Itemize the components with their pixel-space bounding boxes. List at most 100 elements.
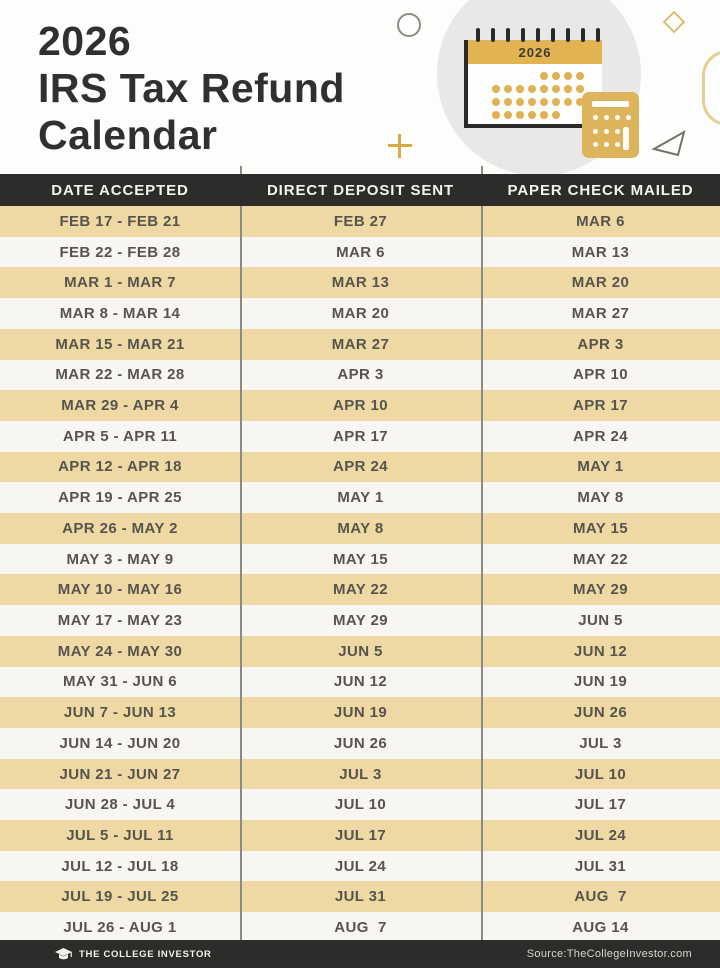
- table-cell: APR 10: [573, 366, 628, 384]
- calendar-day-dot: [540, 71, 548, 80]
- table-row: MAY 24 - MAY 30 JUN 5 JUN 12: [0, 635, 720, 667]
- calendar-pin: [596, 28, 600, 42]
- table-row: MAY 17 - MAY 23 MAY 29 JUN 5: [0, 605, 720, 636]
- table-row: JUN 14 - JUN 20 JUN 26 JUL 3: [0, 727, 720, 759]
- table-cell: MAY 29: [573, 581, 628, 599]
- table-cell: MAY 29: [333, 611, 388, 629]
- graduation-cap-icon: [55, 947, 72, 959]
- table-cell: MAR 6: [336, 243, 385, 261]
- calendar-dot-row: [468, 108, 602, 121]
- table-cell: MAR 13: [571, 243, 630, 261]
- calculator-key-dot: [615, 142, 620, 147]
- table-cell: AUG 7: [574, 888, 627, 906]
- table-row: JUL 19 - JUL 25 JUL 31 AUG 7: [0, 881, 720, 913]
- table-cell: JUL 26 - AUG 1: [63, 919, 177, 937]
- table-row: APR 12 - APR 18 APR 24 MAY 1: [0, 451, 720, 483]
- table-cell: MAY 15: [573, 519, 628, 537]
- table-cell: MAR 1 - MAR 7: [64, 274, 176, 292]
- calendar-pin: [581, 28, 585, 42]
- calculator-key-dot: [593, 142, 598, 147]
- table-cell: JUL 12 - JUL 18: [61, 857, 179, 875]
- table-cell: MAR 27: [571, 304, 630, 322]
- table-row: MAY 10 - MAY 16 MAY 22 MAY 29: [0, 574, 720, 606]
- column-divider: [240, 166, 242, 942]
- table-row: MAY 31 - JUN 6 JUN 12 JUN 19: [0, 666, 720, 698]
- table-row: JUN 7 - JUN 13 JUN 19 JUN 26: [0, 697, 720, 728]
- table-cell: MAR 22 - MAR 28: [55, 366, 185, 384]
- calculator-key-dot: [604, 115, 609, 120]
- calendar-day-dot: [552, 71, 560, 80]
- calendar-day-dot: [516, 110, 524, 119]
- table-row: JUL 26 - AUG 1 AUG 7 AUG 14: [0, 912, 720, 943]
- calendar-day-dot: [576, 97, 584, 106]
- table-cell: JUN 19: [333, 704, 388, 722]
- table-cell: JUL 17: [574, 796, 627, 814]
- calendar-year-label: 2026: [468, 40, 602, 64]
- table-cell: JUN 12: [333, 673, 388, 691]
- table-cell: JUN 5: [338, 642, 383, 660]
- table-cell: MAR 8 - MAR 14: [59, 304, 181, 322]
- plus-icon: [388, 134, 412, 158]
- table-cell: JUL 5 - JUL 11: [66, 826, 174, 844]
- table-cell: JUL 19 - JUL 25: [61, 888, 179, 906]
- table-cell: APR 3: [577, 335, 624, 353]
- table-row: MAR 1 - MAR 7 MAR 13 MAR 20: [0, 267, 720, 299]
- table-cell: JUL 10: [574, 765, 627, 783]
- calendar-pin: [521, 28, 525, 42]
- calendar-day-dot: [528, 84, 536, 93]
- calendar-day-dot: [492, 84, 500, 93]
- table-row: FEB 22 - FEB 28 MAR 6 MAR 13: [0, 236, 720, 268]
- table-cell: JUN 19: [573, 673, 628, 691]
- table-cell: JUL 31: [334, 888, 387, 906]
- table-cell: MAY 31 - JUN 6: [63, 673, 177, 691]
- table-cell: MAY 1: [337, 489, 384, 507]
- column-header-direct-deposit: DIRECT DEPOSIT SENT: [266, 181, 455, 199]
- calculator-key-dot: [604, 129, 609, 134]
- table-row: FEB 17 - FEB 21 FEB 27 MAR 6: [0, 206, 720, 237]
- calendar-day-dot: [576, 71, 584, 80]
- page-title: 2026 IRS Tax Refund Calendar: [38, 18, 345, 159]
- calendar-day-dot: [552, 97, 560, 106]
- table-cell: APR 17: [573, 397, 628, 415]
- table-row: MAR 15 - MAR 21 MAR 27 APR 3: [0, 328, 720, 360]
- column-header-paper-check: PAPER CHECK MAILED: [507, 181, 694, 199]
- calendar-day-dot: [528, 110, 536, 119]
- table-cell: JUL 24: [574, 826, 627, 844]
- table-cell: MAY 24 - MAY 30: [57, 642, 183, 660]
- calendar-day-dot: [516, 97, 524, 106]
- table-cell: JUN 21 - JUN 27: [59, 765, 181, 783]
- table-cell: APR 24: [573, 427, 628, 445]
- table-cell: FEB 27: [333, 212, 388, 230]
- column-header-date-accepted: DATE ACCEPTED: [51, 181, 189, 199]
- calculator-icon: [582, 92, 639, 158]
- source-credit: Source:TheCollegeInvestor.com: [526, 948, 692, 960]
- calculator-key-dot: [615, 129, 620, 134]
- table-cell: APR 12 - APR 18: [58, 458, 182, 476]
- calendar-dot-row: [468, 95, 602, 108]
- table-cell: MAR 29 - APR 4: [61, 397, 179, 415]
- table-cell: APR 3: [337, 366, 384, 384]
- table-cell: FEB 17 - FEB 21: [59, 212, 181, 230]
- column-divider: [481, 166, 483, 942]
- calculator-key-dot: [604, 142, 609, 147]
- table-row: APR 5 - APR 11 APR 17 APR 24: [0, 420, 720, 452]
- calendar-pin: [476, 28, 480, 42]
- brand-name: THE COLLEGE INVESTOR: [79, 948, 212, 960]
- calculator-key-dot: [593, 129, 598, 134]
- table-cell: MAY 17 - MAY 23: [57, 611, 183, 629]
- calendar-binding: [476, 28, 600, 42]
- table-row: JUL 5 - JUL 11 JUL 17 JUL 24: [0, 820, 720, 851]
- table-cell: APR 19 - APR 25: [58, 489, 182, 507]
- calendar-day-dot: [540, 110, 548, 119]
- calendar-days-grid: [468, 64, 602, 124]
- calendar-day-dot: [564, 71, 572, 80]
- table-cell: APR 24: [333, 458, 388, 476]
- calendar-pin: [506, 28, 510, 42]
- rounded-rect-icon: [702, 50, 720, 126]
- table-cell: APR 26 - MAY 2: [62, 519, 178, 537]
- diamond-icon: [662, 10, 686, 34]
- calculator-key-dot: [615, 115, 620, 120]
- calendar-day-dot: [540, 97, 548, 106]
- title-year: 2026: [38, 18, 132, 64]
- table-cell: APR 17: [333, 427, 388, 445]
